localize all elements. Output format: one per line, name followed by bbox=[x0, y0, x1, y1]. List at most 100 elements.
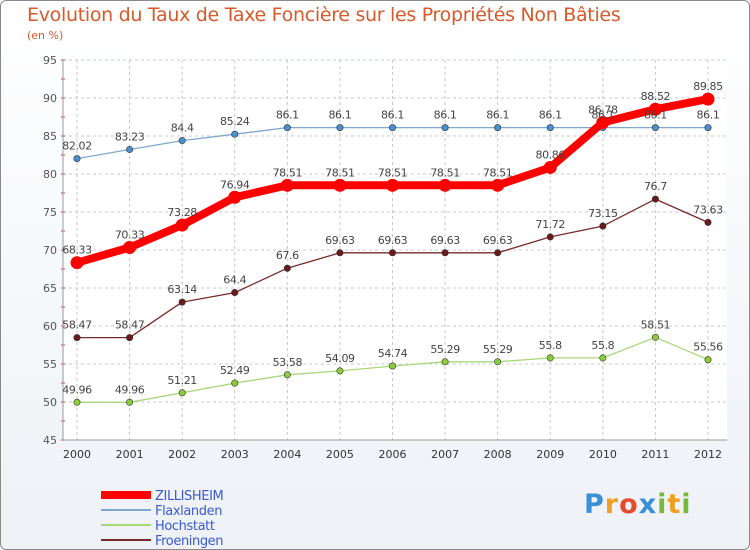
data-label: 58.51 bbox=[641, 318, 671, 331]
data-point bbox=[73, 334, 81, 342]
y-tick-label: 45 bbox=[43, 434, 57, 447]
y-tick-label: 70 bbox=[43, 244, 57, 257]
data-point bbox=[126, 334, 134, 342]
y-tick-label: 80 bbox=[43, 168, 57, 181]
data-label: 63.14 bbox=[167, 283, 197, 296]
x-tick-label: 2005 bbox=[326, 448, 354, 461]
data-label: 86.1 bbox=[591, 109, 614, 122]
y-tick-label: 65 bbox=[43, 282, 57, 295]
data-label: 86.78 bbox=[588, 103, 618, 116]
data-point bbox=[441, 249, 449, 257]
data-label: 69.63 bbox=[430, 234, 460, 247]
x-tick-label: 2000 bbox=[63, 448, 91, 461]
data-label: 64.4 bbox=[223, 274, 246, 287]
data-label: 54.74 bbox=[378, 347, 408, 360]
data-label: 58.47 bbox=[62, 319, 92, 332]
data-point bbox=[126, 145, 134, 153]
data-label: 78.51 bbox=[430, 166, 460, 179]
data-point bbox=[73, 155, 81, 163]
grid bbox=[63, 59, 727, 441]
data-label: 78.51 bbox=[325, 166, 355, 179]
data-label: 69.63 bbox=[325, 234, 355, 247]
data-point bbox=[231, 379, 239, 387]
x-tick-label: 2009 bbox=[536, 448, 564, 461]
chart-subtitle: (en %) bbox=[27, 29, 64, 42]
data-point bbox=[599, 222, 607, 230]
data-point bbox=[494, 358, 502, 366]
data-point bbox=[494, 249, 502, 257]
logo-letter: x bbox=[638, 489, 658, 520]
data-label: 80.86 bbox=[536, 148, 566, 161]
data-label: 78.51 bbox=[273, 166, 303, 179]
data-label: 89.85 bbox=[693, 80, 723, 93]
data-point bbox=[599, 354, 607, 362]
data-point bbox=[175, 218, 189, 232]
data-point bbox=[336, 124, 344, 132]
data-label: 70.33 bbox=[115, 228, 145, 241]
y-tick-label: 50 bbox=[43, 396, 57, 409]
logo-letter: r bbox=[604, 489, 620, 520]
data-point bbox=[546, 233, 554, 241]
x-tick-label: 2004 bbox=[273, 448, 301, 461]
data-point bbox=[651, 124, 659, 132]
legend-label: ZILLISHEIM bbox=[155, 489, 223, 504]
data-point bbox=[441, 358, 449, 366]
x-tick-label: 2006 bbox=[379, 448, 407, 461]
data-point bbox=[704, 124, 712, 132]
chart-title: Evolution du Taux de Taxe Foncière sur l… bbox=[27, 4, 621, 26]
data-point bbox=[388, 362, 396, 370]
data-point bbox=[283, 124, 291, 132]
data-point bbox=[178, 298, 186, 306]
y-tick-label: 60 bbox=[43, 320, 57, 333]
data-point bbox=[388, 124, 396, 132]
data-label: 86.1 bbox=[434, 109, 457, 122]
x-tick-label: 2003 bbox=[221, 448, 249, 461]
x-tick-label: 2001 bbox=[116, 448, 144, 461]
data-point bbox=[651, 333, 659, 341]
data-point bbox=[704, 356, 712, 364]
data-point bbox=[388, 249, 396, 257]
data-point bbox=[283, 264, 291, 272]
data-point bbox=[70, 256, 84, 270]
data-label: 51.21 bbox=[167, 374, 197, 387]
data-label: 82.02 bbox=[62, 140, 92, 153]
data-point bbox=[283, 371, 291, 379]
x-tick-label: 2012 bbox=[694, 448, 722, 461]
y-tick-label: 85 bbox=[43, 130, 57, 143]
y-tick-label: 90 bbox=[43, 92, 57, 105]
data-label: 86.1 bbox=[644, 109, 667, 122]
data-point bbox=[546, 354, 554, 362]
legend-label: Hochstatt bbox=[155, 519, 215, 534]
data-label: 83.23 bbox=[115, 130, 145, 143]
data-point bbox=[126, 398, 134, 406]
data-label: 49.96 bbox=[115, 383, 145, 396]
axes: 45 50 55 60 65 70 75 80 85 90 95 2000 2001 2002 2003 20… bbox=[43, 54, 727, 461]
data-label: 69.63 bbox=[483, 234, 513, 247]
data-point bbox=[543, 160, 557, 174]
data-point bbox=[491, 178, 505, 192]
logo-letter: P bbox=[584, 489, 605, 520]
data-label: 78.51 bbox=[483, 166, 513, 179]
proxiti-logo: Proxiti bbox=[584, 489, 692, 520]
data-label: 73.15 bbox=[588, 207, 618, 220]
logo-letter: i bbox=[681, 489, 692, 520]
series-layer bbox=[70, 92, 715, 406]
data-label: 49.96 bbox=[62, 383, 92, 396]
logo-letter: i bbox=[657, 489, 668, 520]
data-label: 86.1 bbox=[697, 109, 720, 122]
data-label: 52.49 bbox=[220, 364, 250, 377]
x-tick-label: 2008 bbox=[484, 448, 512, 461]
data-label: 73.63 bbox=[693, 203, 723, 216]
data-point bbox=[704, 218, 712, 226]
data-point bbox=[228, 190, 242, 204]
data-point bbox=[336, 249, 344, 257]
data-point bbox=[178, 137, 186, 145]
data-point bbox=[386, 178, 399, 192]
data-point bbox=[701, 92, 715, 106]
y-tick-label: 55 bbox=[43, 358, 57, 371]
data-label: 86.1 bbox=[486, 109, 509, 122]
data-point bbox=[333, 178, 347, 192]
data-label: 86.1 bbox=[539, 109, 562, 122]
data-label: 76.7 bbox=[644, 180, 667, 193]
